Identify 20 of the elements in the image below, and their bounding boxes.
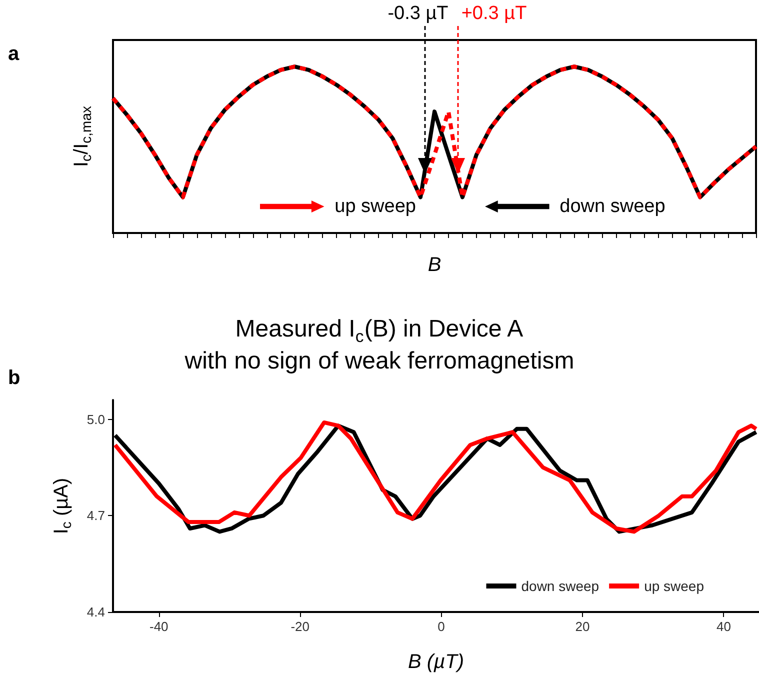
- legend-label: up sweep: [334, 196, 416, 217]
- y-axis-title: Ic/Ic,max: [70, 106, 94, 168]
- text: -0.3 µT: [388, 3, 449, 24]
- x-tick-label: -40: [149, 619, 168, 634]
- text: a: [8, 43, 20, 65]
- x-tick-label: 40: [716, 619, 731, 634]
- y-axis-title: Ic (µA): [50, 478, 74, 534]
- x-tick-label: 0: [438, 619, 445, 634]
- legend-label: up sweep: [644, 578, 704, 594]
- y-tick-label: 4.4: [86, 604, 105, 620]
- text: b: [8, 367, 20, 389]
- x-tick-label: -20: [290, 619, 310, 634]
- y-tick-label: 5.0: [86, 412, 105, 427]
- x-axis-title: B (µT): [408, 651, 464, 673]
- legend-label: down sweep: [521, 578, 600, 594]
- legend-label: down sweep: [560, 196, 666, 217]
- x-axis-title: B: [428, 254, 442, 276]
- text: +0.3 µT: [461, 3, 528, 24]
- x-tick-label: 20: [575, 619, 590, 634]
- y-tick-label: 4.7: [86, 508, 105, 524]
